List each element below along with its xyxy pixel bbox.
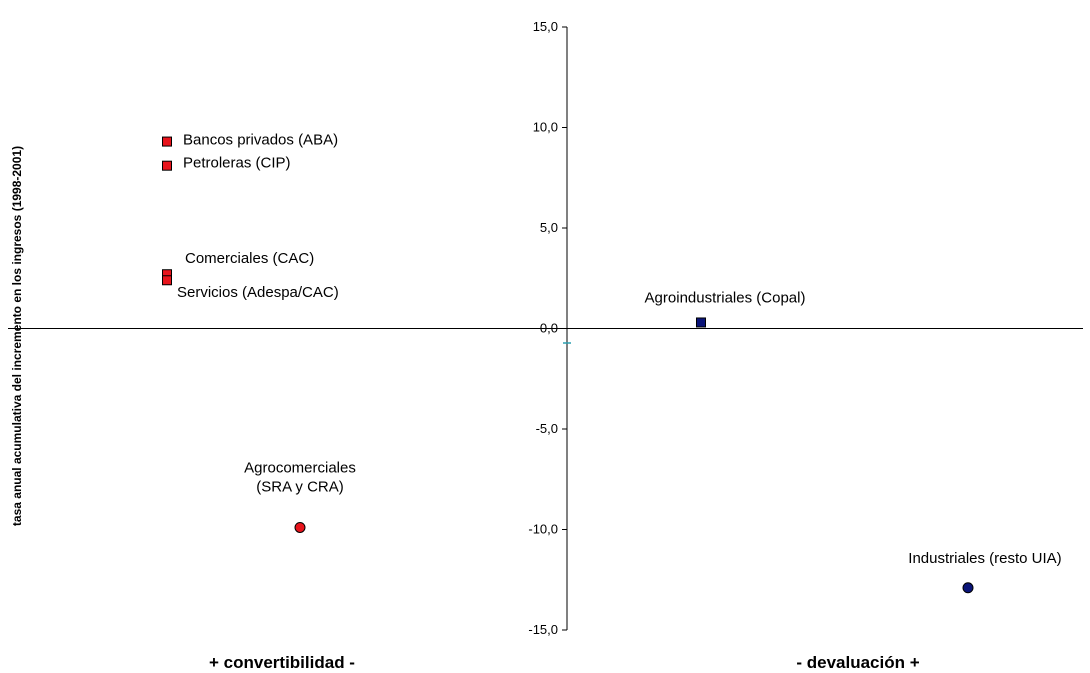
- x-label-devaluacion: - devaluación +: [796, 653, 919, 672]
- point-bancos-privados-aba: [162, 136, 172, 147]
- y-tick-label: 10,0: [533, 120, 558, 135]
- point-label-agrocomerciales: Agrocomerciales (SRA y CRA): [244, 459, 356, 495]
- y-tick-label: -15,0: [528, 622, 558, 637]
- x-label-convertibilidad: + convertibilidad -: [209, 653, 355, 672]
- point-label-petroleras-cip: Petroleras (CIP): [183, 155, 291, 172]
- y-tick-label: 0,0: [540, 321, 558, 336]
- point-agrocomerciales: [294, 521, 306, 533]
- y-tick-label: -5,0: [536, 421, 558, 436]
- point-label-industriales-resto-uia: Industriales (resto UIA): [908, 550, 1061, 567]
- point-agroindustriales-copal: [696, 317, 706, 328]
- y-tick-label: 5,0: [540, 220, 558, 235]
- y-tick-label: 15,0: [533, 19, 558, 34]
- point-servicios-adespa-cac: [162, 275, 172, 286]
- point-label-bancos-privados-aba: Bancos privados (ABA): [183, 132, 338, 149]
- point-label-servicios-adespa-cac: Servicios (Adespa/CAC): [177, 284, 339, 301]
- point-label-comerciales-cac: Comerciales (CAC): [185, 250, 314, 267]
- point-label-agroindustriales-copal: Agroindustriales (Copal): [645, 289, 806, 306]
- y-tick-label: -10,0: [528, 522, 558, 537]
- point-petroleras-cip: [162, 160, 172, 171]
- y-axis-title: tasa anual acumulativa del incremento en…: [10, 146, 24, 526]
- point-industriales-resto-uia: [962, 582, 974, 594]
